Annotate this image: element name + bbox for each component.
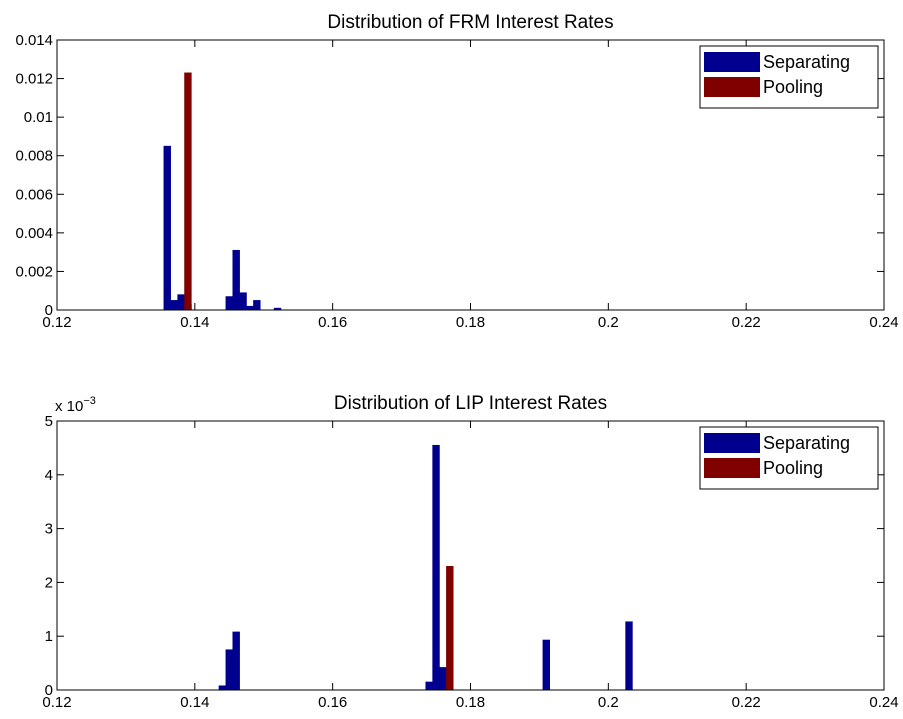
x-tick-label: 0.12	[42, 694, 71, 711]
bar	[184, 72, 192, 311]
legend-swatch	[704, 458, 760, 478]
bar	[232, 631, 240, 691]
legend-label: Separating	[763, 433, 850, 453]
y-tick-label: 0	[45, 302, 53, 319]
bar	[177, 294, 185, 311]
y-tick-label: 0.014	[15, 32, 53, 49]
x-tick-label: 0.16	[318, 694, 347, 711]
x-tick-label: 0.14	[180, 314, 209, 331]
x-tick-label: 0.24	[869, 694, 898, 711]
y-multiplier: x 10−3	[55, 395, 96, 415]
y-tick-label: 0.012	[15, 71, 53, 88]
x-tick-label: 0.24	[869, 314, 898, 331]
y-multiplier-base: x 10	[55, 398, 83, 415]
bar	[218, 685, 227, 691]
y-tick-label: 2	[45, 574, 53, 591]
x-tick-label: 0.2	[598, 694, 619, 711]
bar	[439, 667, 447, 691]
x-tick-label: 0.18	[456, 694, 485, 711]
y-tick-label: 5	[45, 413, 53, 430]
bar	[239, 292, 247, 311]
legend: Separating Pooling	[699, 426, 879, 490]
bar	[225, 296, 233, 311]
y-tick-label: 4	[45, 467, 53, 484]
legend-label: Pooling	[763, 77, 823, 97]
y-tick-label: 0.002	[15, 263, 53, 280]
bar	[446, 566, 454, 691]
chart-title: Distribution of FRM Interest Rates	[327, 12, 613, 33]
chart-title: Distribution of LIP Interest Rates	[334, 393, 607, 414]
y-tick-label: 1	[45, 628, 53, 645]
y-multiplier-exponent: −3	[83, 395, 96, 407]
legend-label: Separating	[763, 52, 850, 72]
bar	[225, 649, 233, 691]
x-tick-label: 0.16	[318, 314, 347, 331]
legend-swatch	[704, 77, 760, 97]
x-tick-label: 0.18	[456, 314, 485, 331]
y-tick-label: 0	[45, 682, 53, 699]
x-tick-label: 0.14	[180, 694, 209, 711]
bar	[232, 249, 240, 311]
y-tick-label: 0.004	[15, 225, 53, 242]
bar	[542, 639, 551, 691]
y-tick-label: 0.006	[15, 186, 53, 203]
legend-swatch	[704, 433, 760, 453]
bar	[625, 621, 633, 691]
x-tick-label: 0.2	[598, 314, 619, 331]
legend-swatch	[704, 52, 760, 72]
bar	[170, 300, 178, 311]
bar	[163, 145, 171, 311]
x-tick-label: 0.22	[732, 314, 761, 331]
bar	[432, 444, 440, 691]
subplot: Distribution of FRM Interest Rates 0.12 0.…	[15, 12, 898, 331]
x-tick-label: 0.22	[732, 694, 761, 711]
y-tick-label: 0.008	[15, 148, 53, 165]
y-tick-label: 3	[45, 521, 53, 538]
subplot: Distribution of LIP Interest Rates x 10−3…	[42, 393, 898, 711]
legend-label: Pooling	[763, 458, 823, 478]
bar	[246, 305, 254, 311]
bar	[425, 681, 433, 691]
y-tick-label: 0.01	[24, 109, 53, 126]
bar	[253, 300, 261, 311]
legend: Separating Pooling	[699, 45, 879, 109]
x-tick-label: 0.12	[42, 314, 71, 331]
